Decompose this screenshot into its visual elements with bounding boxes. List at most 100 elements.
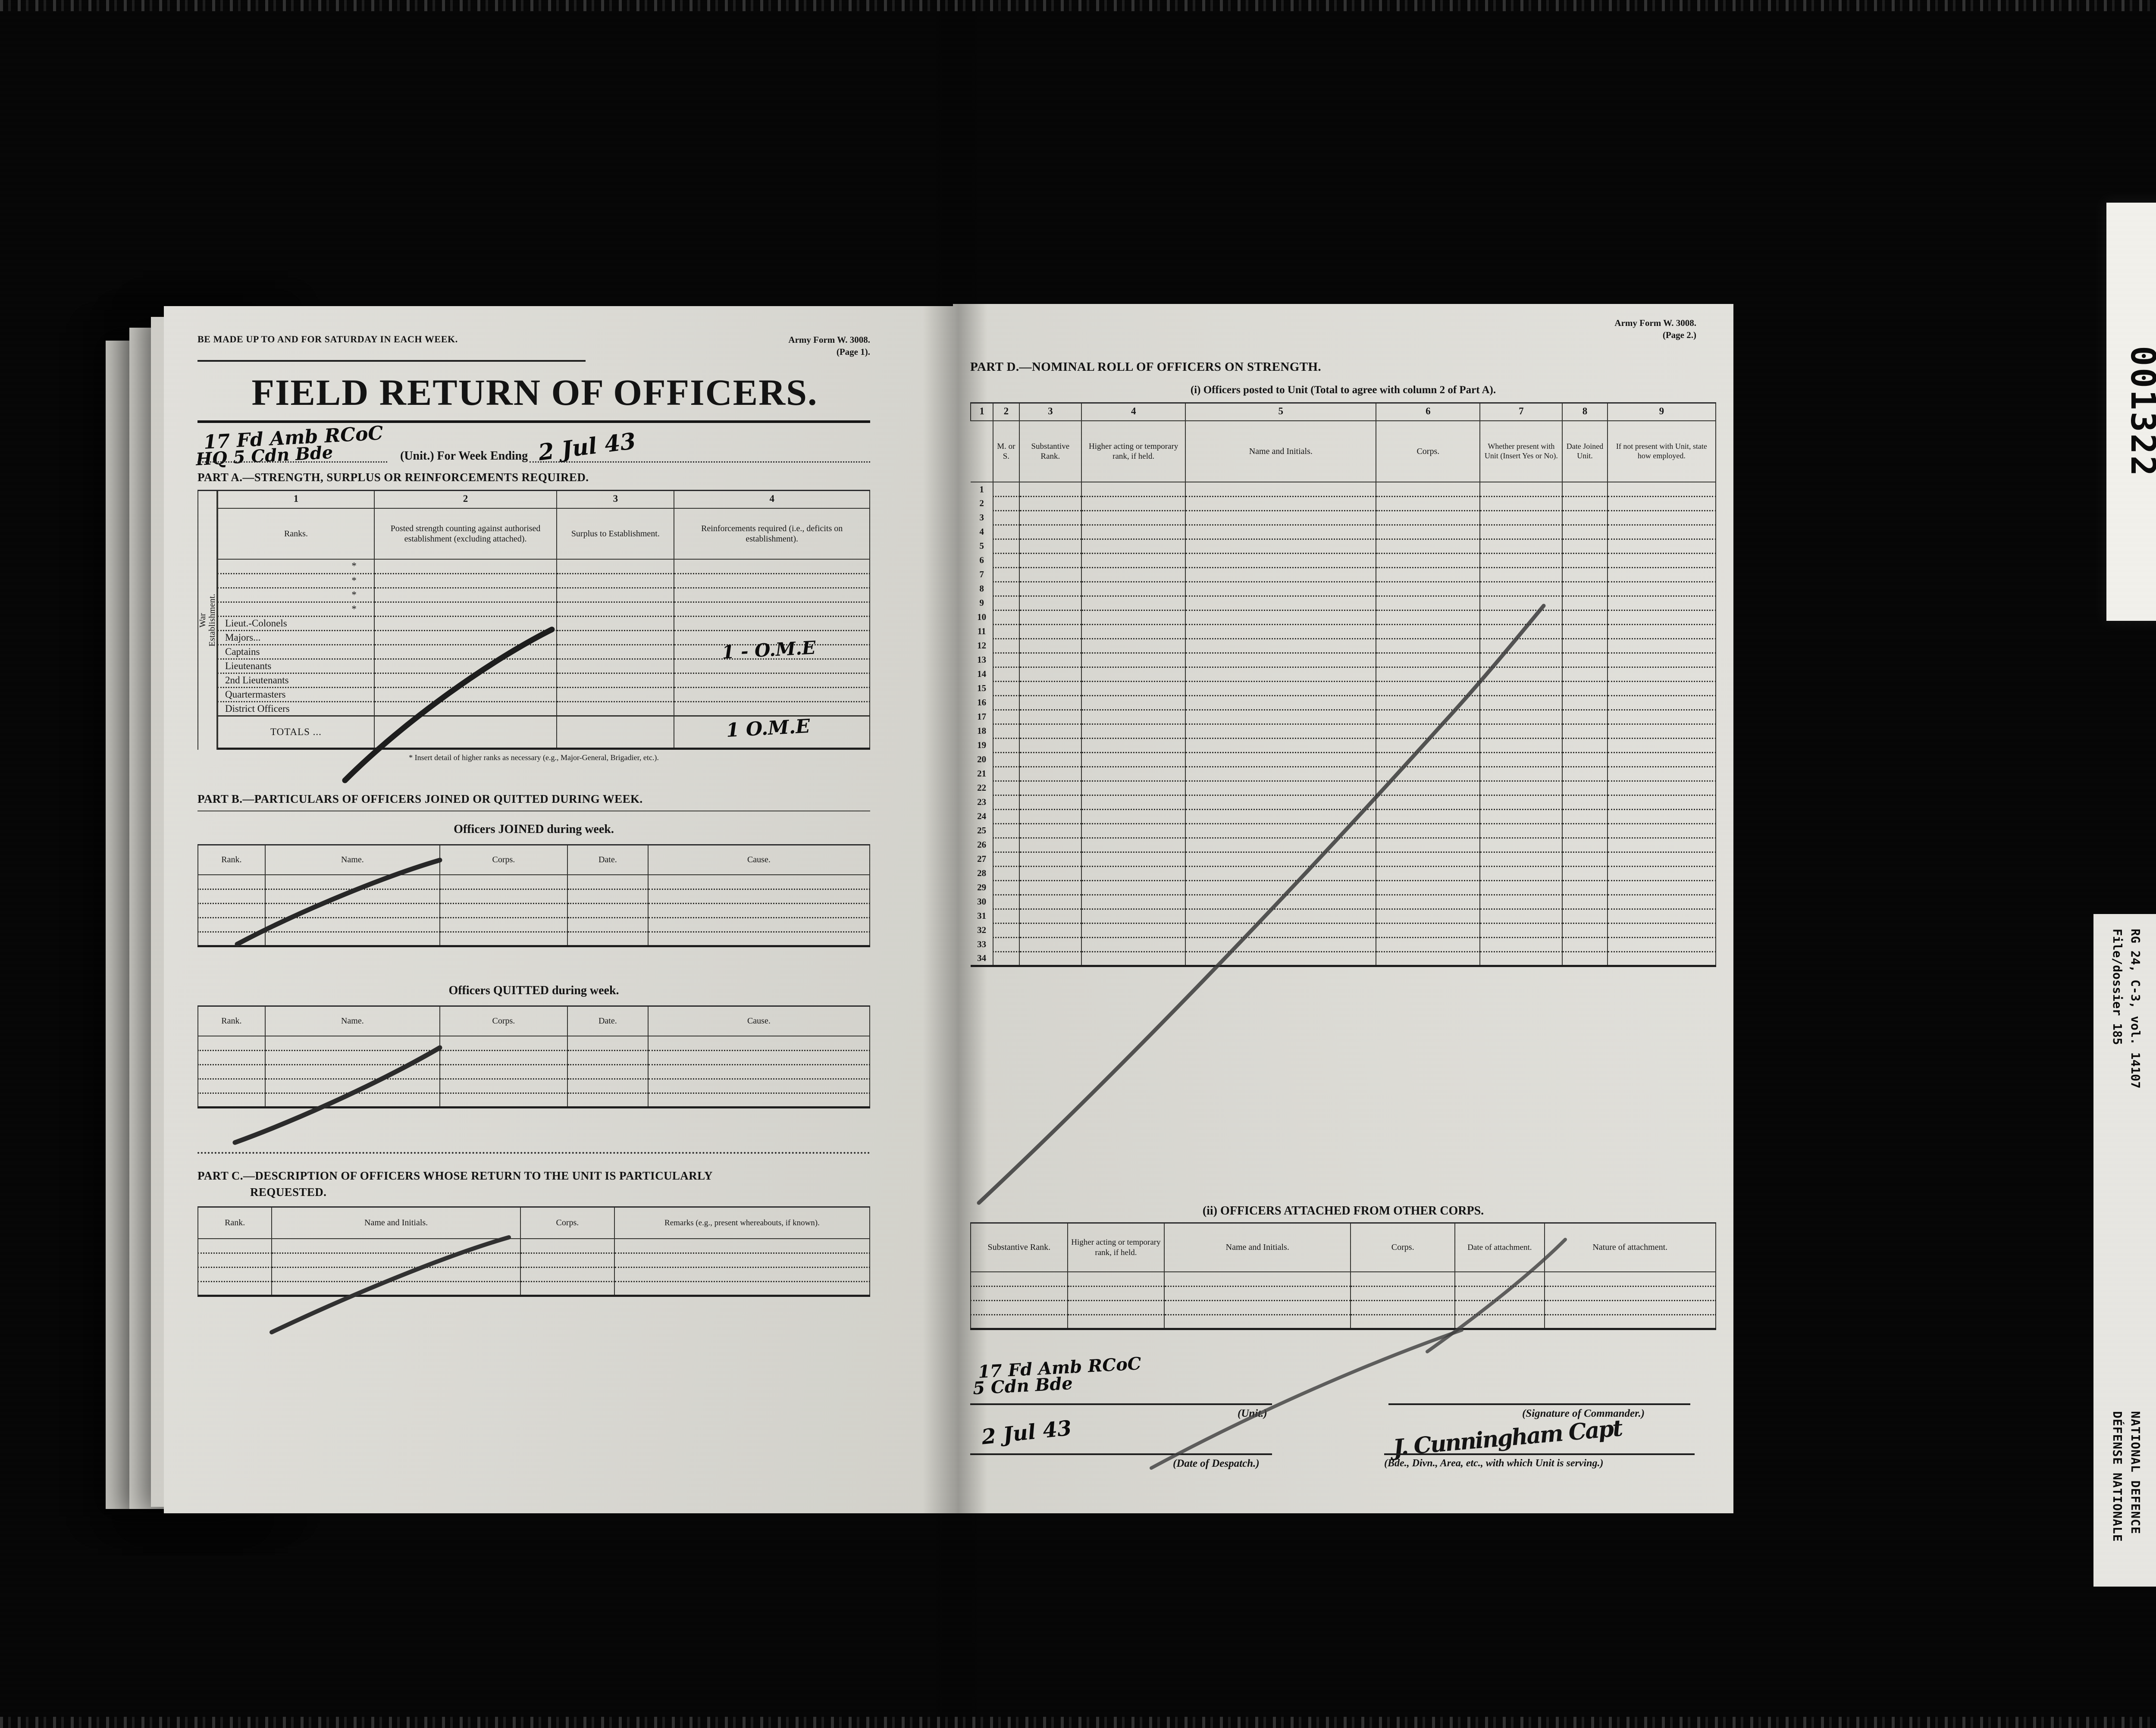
part-d-cell-corps[interactable] — [1376, 738, 1481, 753]
cell-date[interactable] — [567, 1036, 649, 1051]
part-d-cell-corps[interactable] — [1376, 852, 1481, 867]
part-d-cell-present[interactable] — [1479, 823, 1563, 839]
part-d-cell-present[interactable] — [1479, 695, 1563, 711]
part-d-cell-substantive-rank[interactable] — [1018, 525, 1082, 540]
part-a-rank-cell-reinf[interactable] — [674, 659, 870, 674]
part-d-cell-corps[interactable] — [1376, 482, 1481, 497]
part-d-cell-employed[interactable] — [1607, 823, 1717, 839]
part-d-cell-higher-rank[interactable] — [1081, 767, 1186, 782]
part-d-cell-m-or-s[interactable] — [993, 809, 1020, 824]
part-a-rank-cell-surplus[interactable] — [556, 630, 675, 645]
part-d-cell-m-or-s[interactable] — [993, 539, 1020, 554]
cell-rank[interactable] — [197, 932, 266, 947]
cell-remarks[interactable] — [614, 1239, 871, 1254]
part-d-cell-higher-rank[interactable] — [1081, 639, 1186, 654]
part-d-cell-present[interactable] — [1479, 553, 1563, 568]
part-d-cell-corps[interactable] — [1376, 510, 1481, 526]
part-d-cell-date-joined[interactable] — [1562, 667, 1608, 682]
part-d-cell-employed[interactable] — [1607, 724, 1717, 739]
part-a-totals-surplus[interactable] — [556, 716, 675, 750]
part-d-cell-higher-rank[interactable] — [1081, 653, 1186, 668]
part-d-cell-present[interactable] — [1479, 582, 1563, 597]
part-d-cell-name[interactable] — [1185, 952, 1377, 967]
part-d-cell-m-or-s[interactable] — [993, 553, 1020, 568]
cell-corps[interactable] — [520, 1281, 615, 1297]
part-d-cell-name[interactable] — [1185, 695, 1377, 711]
part-d-cell-corps[interactable] — [1376, 823, 1481, 839]
c1[interactable] — [970, 1300, 1068, 1315]
part-d-cell-date-joined[interactable] — [1562, 624, 1608, 639]
part-d-cell-higher-rank[interactable] — [1081, 525, 1186, 540]
part-d-cell-date-joined[interactable] — [1562, 781, 1608, 796]
part-a-star-cell-3[interactable] — [556, 588, 675, 603]
cell-cause[interactable] — [647, 1036, 871, 1051]
cell-remarks[interactable] — [614, 1281, 871, 1297]
part-d-cell-m-or-s[interactable] — [993, 923, 1020, 938]
part-d-cell-date-joined[interactable] — [1562, 767, 1608, 782]
c5[interactable] — [1454, 1315, 1545, 1330]
part-d-cell-higher-rank[interactable] — [1081, 866, 1186, 881]
c3[interactable] — [1164, 1286, 1351, 1301]
cell-name[interactable] — [264, 1079, 440, 1094]
cell-cause[interactable] — [647, 889, 871, 904]
cell-corps[interactable] — [439, 1050, 568, 1065]
cell-cause[interactable] — [647, 932, 871, 947]
part-d-cell-present[interactable] — [1479, 596, 1563, 611]
part-d-cell-substantive-rank[interactable] — [1018, 895, 1082, 910]
part-d-cell-m-or-s[interactable] — [993, 795, 1020, 810]
part-d-cell-higher-rank[interactable] — [1081, 582, 1186, 597]
cell-cause[interactable] — [647, 903, 871, 918]
part-d-cell-m-or-s[interactable] — [993, 952, 1020, 967]
cell-rank[interactable] — [197, 1036, 266, 1051]
part-d-cell-higher-rank[interactable] — [1081, 852, 1186, 867]
part-d-cell-present[interactable] — [1479, 639, 1563, 654]
c5[interactable] — [1454, 1272, 1545, 1287]
part-d-cell-higher-rank[interactable] — [1081, 895, 1186, 910]
part-d-cell-name[interactable] — [1185, 553, 1377, 568]
part-d-cell-date-joined[interactable] — [1562, 596, 1608, 611]
part-a-star-cell-4[interactable] — [674, 602, 870, 617]
part-d-cell-corps[interactable] — [1376, 781, 1481, 796]
c4[interactable] — [1350, 1300, 1456, 1315]
c6[interactable] — [1544, 1272, 1717, 1287]
part-d-cell-corps[interactable] — [1376, 895, 1481, 910]
part-d-cell-m-or-s[interactable] — [993, 567, 1020, 582]
part-d-cell-employed[interactable] — [1607, 923, 1717, 938]
part-d-cell-date-joined[interactable] — [1562, 895, 1608, 910]
part-a-star-cell-3[interactable] — [556, 559, 675, 574]
part-d-cell-name[interactable] — [1185, 496, 1377, 511]
part-d-cell-m-or-s[interactable] — [993, 909, 1020, 924]
cell-cause[interactable] — [647, 875, 871, 890]
part-d-cell-present[interactable] — [1479, 952, 1563, 967]
part-d-cell-name[interactable] — [1185, 653, 1377, 668]
c1[interactable] — [970, 1286, 1068, 1301]
cell-cause[interactable] — [647, 1079, 871, 1094]
part-d-cell-present[interactable] — [1479, 539, 1563, 554]
c4[interactable] — [1350, 1272, 1456, 1287]
part-d-cell-m-or-s[interactable] — [993, 880, 1020, 895]
cell-remarks[interactable] — [614, 1253, 871, 1268]
part-a-rank-cell-reinf[interactable] — [674, 673, 870, 688]
part-d-cell-name[interactable] — [1185, 752, 1377, 767]
part-d-cell-present[interactable] — [1479, 895, 1563, 910]
c2[interactable] — [1067, 1300, 1165, 1315]
part-a-rank-cell-reinf[interactable] — [674, 616, 870, 631]
part-a-rank-cell-posted[interactable] — [373, 630, 558, 645]
part-d-cell-present[interactable] — [1479, 710, 1563, 725]
c6[interactable] — [1544, 1315, 1717, 1330]
part-d-cell-corps[interactable] — [1376, 809, 1481, 824]
part-d-cell-higher-rank[interactable] — [1081, 539, 1186, 554]
part-d-cell-name[interactable] — [1185, 895, 1377, 910]
part-d-cell-name[interactable] — [1185, 795, 1377, 810]
part-d-cell-higher-rank[interactable] — [1081, 710, 1186, 725]
part-d-cell-employed[interactable] — [1607, 539, 1717, 554]
part-d-cell-corps[interactable] — [1376, 610, 1481, 625]
cell-rank[interactable] — [197, 1239, 273, 1254]
part-d-cell-substantive-rank[interactable] — [1018, 653, 1082, 668]
part-d-cell-date-joined[interactable] — [1562, 482, 1608, 497]
part-a-totals-posted[interactable] — [373, 716, 558, 750]
part-d-cell-date-joined[interactable] — [1562, 567, 1608, 582]
part-d-cell-corps[interactable] — [1376, 923, 1481, 938]
part-d-cell-name[interactable] — [1185, 909, 1377, 924]
part-d-cell-m-or-s[interactable] — [993, 610, 1020, 625]
